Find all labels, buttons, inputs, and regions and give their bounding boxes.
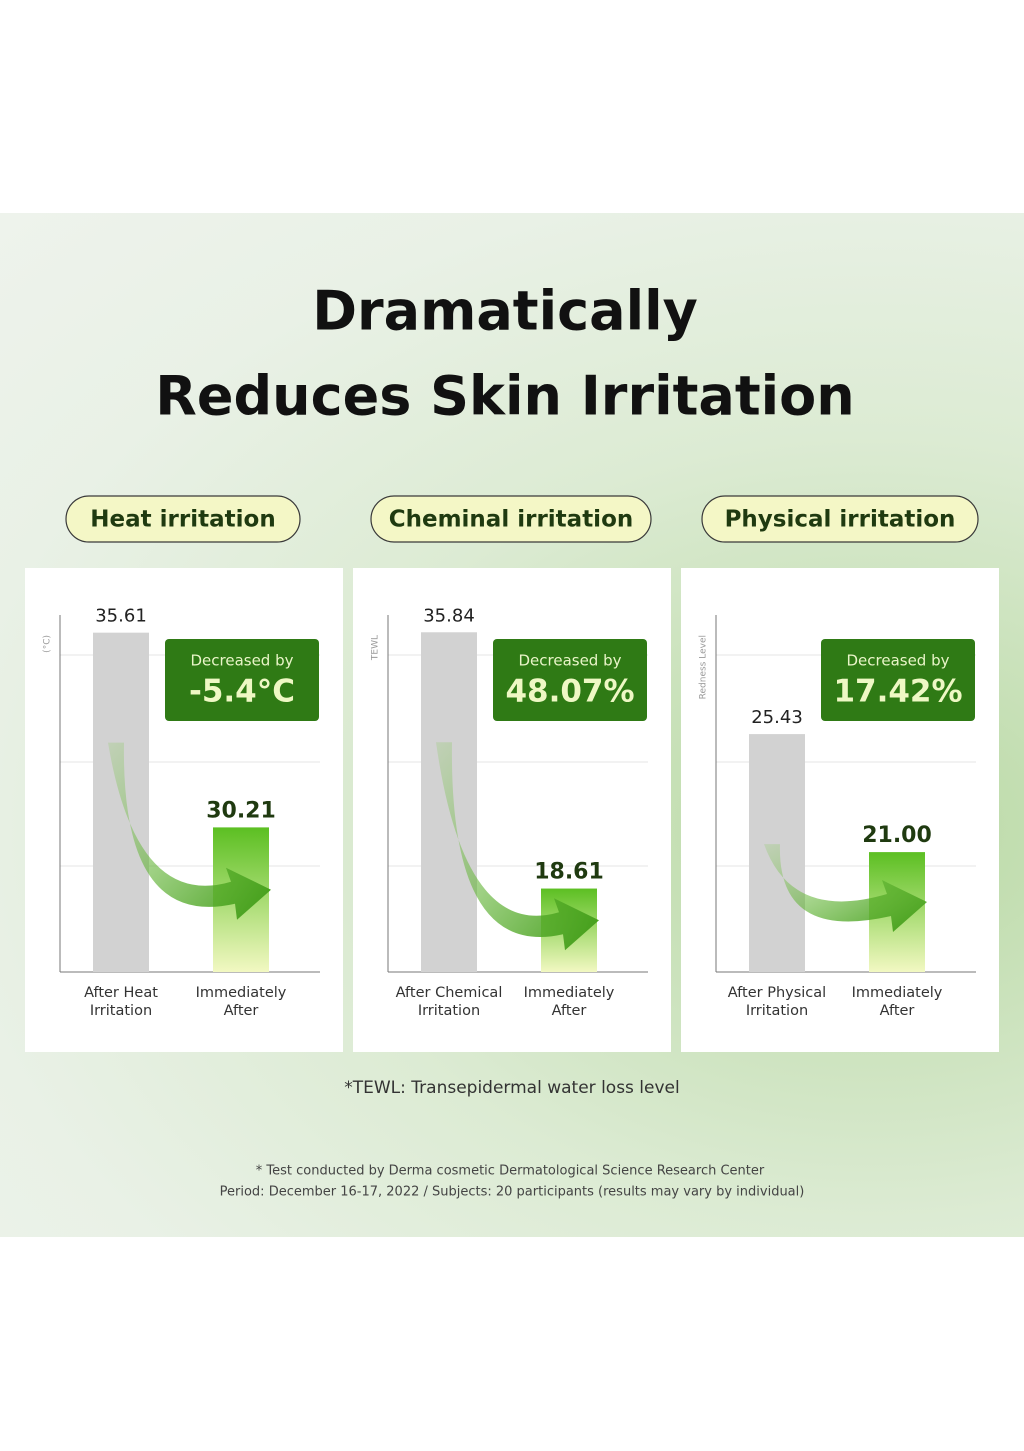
data-label: 25.43: [751, 707, 803, 728]
pill: [701, 495, 979, 543]
annotation-text: Decreased by: [846, 652, 949, 670]
y-axis-label: Redness Level: [699, 635, 709, 699]
annotation-value: 48.07%: [505, 674, 634, 710]
chart-title: Physical irritation: [725, 507, 956, 533]
annotation-text: Decreased by: [518, 652, 621, 670]
data-label: 18.61: [534, 860, 604, 885]
annotation-value: -5.4°C: [189, 674, 295, 710]
pill: [370, 495, 652, 543]
arrow: [764, 844, 927, 933]
x-tick-label: After Heat Irritation: [84, 985, 158, 1019]
annotation-box: [821, 639, 975, 721]
x-tick-label: Immediately After: [851, 985, 943, 1019]
footnote: *TEWL: Transepidermal water loss level: [344, 1078, 679, 1098]
chart-title: Cheminal irritation: [389, 507, 634, 533]
pill: [65, 495, 301, 543]
y-axis-label: TEWL: [371, 635, 381, 661]
data-label: 30.21: [206, 798, 276, 823]
title-line: Dramatically: [312, 280, 698, 343]
annotation-text: Decreased by: [190, 652, 293, 670]
y-axis-label: (°C): [43, 635, 53, 653]
annotation-value: 17.42%: [833, 674, 962, 710]
chart-title: Heat irritation: [90, 507, 275, 533]
arrow: [108, 742, 271, 920]
bar: [93, 632, 149, 972]
note: Period: December 16-17, 2022 / Subjects:…: [220, 1185, 805, 1200]
annotation-box: [493, 639, 647, 721]
data-label: 35.84: [423, 605, 475, 626]
data-label: 35.61: [95, 606, 147, 627]
x-tick-label: Immediately After: [523, 985, 615, 1019]
data-label: 21.00: [862, 823, 932, 848]
x-tick-label: After Chemical Irritation: [395, 985, 503, 1019]
x-tick-label: After Physical Irritation: [727, 985, 827, 1019]
x-tick-label: Immediately After: [195, 985, 287, 1019]
title-line: Reduces Skin Irritation: [155, 365, 854, 428]
annotation-box: [165, 639, 319, 721]
arrow: [436, 742, 599, 951]
note: * Test conducted by Derma cosmetic Derma…: [256, 1164, 765, 1179]
